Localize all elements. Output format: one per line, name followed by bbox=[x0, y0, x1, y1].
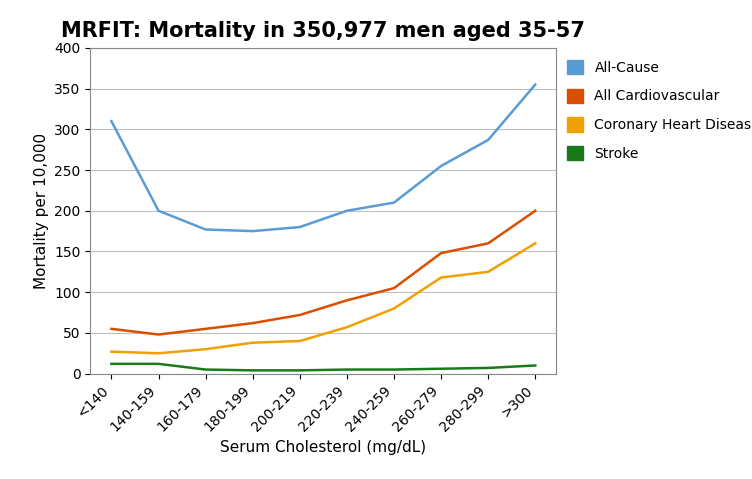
Legend: All-Cause, All Cardiovascular, Coronary Heart Disease, Stroke: All-Cause, All Cardiovascular, Coronary … bbox=[561, 55, 752, 166]
Y-axis label: Mortality per 10,000: Mortality per 10,000 bbox=[34, 133, 49, 289]
Title: MRFIT: Mortality in 350,977 men aged 35-57: MRFIT: Mortality in 350,977 men aged 35-… bbox=[62, 21, 585, 41]
X-axis label: Serum Cholesterol (mg/dL): Serum Cholesterol (mg/dL) bbox=[220, 440, 426, 455]
